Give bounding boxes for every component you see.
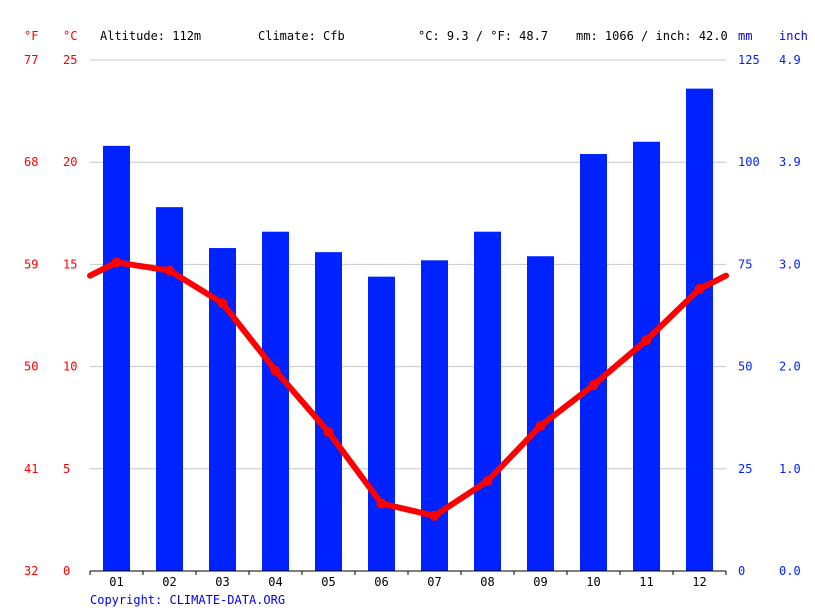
tick-label-inch: 3.9 — [779, 155, 801, 169]
tick-label-c: 5 — [63, 462, 70, 476]
precipitation-bar — [580, 154, 607, 572]
temperature-series-line — [87, 259, 729, 519]
tick-label-f: 77 — [24, 53, 38, 67]
tick-label-mm: 100 — [738, 155, 760, 169]
temperature-point — [535, 420, 546, 431]
tick-label-c: 20 — [63, 155, 77, 169]
tick-label-inch: 3.0 — [779, 257, 801, 271]
tick-label-mm: 0 — [738, 564, 745, 578]
precipitation-bar — [103, 145, 130, 571]
tick-label-mm: 75 — [738, 257, 752, 271]
precipitation-bars — [103, 88, 713, 572]
tick-label-c: 15 — [63, 257, 77, 271]
precipitation-bar — [527, 256, 554, 571]
temperature-point — [217, 298, 228, 309]
month-label: 05 — [321, 575, 335, 589]
avg-temperature-label: °C: 9.3 / °F: 48.7 — [418, 29, 548, 43]
temperature-point — [164, 265, 175, 276]
temperature-point — [429, 510, 440, 521]
tick-label-f: 68 — [24, 155, 38, 169]
inch-unit-label: inch — [779, 29, 808, 43]
climate-label: Climate: Cfb — [258, 29, 345, 43]
precipitation-bar — [633, 141, 660, 571]
tick-label-c: 10 — [63, 360, 77, 374]
precipitation-bar — [315, 252, 342, 572]
tick-label-c: 25 — [63, 53, 77, 67]
mm-unit-label: mm — [738, 29, 752, 43]
tick-label-mm: 50 — [738, 360, 752, 374]
tick-label-mm: 125 — [738, 53, 760, 67]
precipitation-bar — [262, 231, 289, 572]
tick-label-f: 41 — [24, 462, 38, 476]
temperature-point — [323, 427, 334, 438]
temperature-line — [87, 257, 729, 521]
copyright-label: Copyright: CLIMATE-DATA.ORG — [90, 593, 285, 607]
temperature-point — [376, 498, 387, 509]
annual-precipitation-label: mm: 1066 / inch: 42.0 — [576, 29, 728, 43]
month-label: 04 — [268, 575, 282, 589]
grid-lines — [90, 59, 726, 470]
temperature-point — [588, 379, 599, 390]
fahrenheit-unit-label: °F — [24, 29, 38, 43]
tick-label-inch: 2.0 — [779, 360, 801, 374]
tick-label-mm: 25 — [738, 462, 752, 476]
altitude-label: Altitude: 112m — [100, 29, 201, 43]
temperature-point — [694, 283, 705, 294]
tick-label-inch: 0.0 — [779, 564, 801, 578]
month-label: 07 — [427, 575, 441, 589]
tick-label-inch: 1.0 — [779, 462, 801, 476]
precipitation-bar — [368, 276, 395, 571]
month-label: 11 — [639, 575, 653, 589]
month-label: 01 — [109, 575, 123, 589]
axes: 32 0 0 0.041 5 25 1.050 10 50 2.059 15 75 3.068 20 100… — [24, 53, 801, 589]
tick-label-c: 0 — [63, 564, 70, 578]
tick-label-f: 32 — [24, 564, 38, 578]
precipitation-bar — [474, 231, 501, 572]
temperature-point — [641, 335, 652, 346]
tick-label-inch: 4.9 — [779, 53, 801, 67]
month-label: 02 — [162, 575, 176, 589]
celsius-unit-label: °C — [63, 29, 77, 43]
month-label: 06 — [374, 575, 388, 589]
temperature-point — [482, 476, 493, 487]
precipitation-bar — [421, 260, 448, 571]
tick-label-f: 50 — [24, 360, 38, 374]
precipitation-bar — [156, 207, 183, 571]
month-label: 09 — [533, 575, 547, 589]
temperature-point — [111, 257, 122, 268]
month-label: 03 — [215, 575, 229, 589]
month-label: 08 — [480, 575, 494, 589]
month-label: 10 — [586, 575, 600, 589]
temperature-point — [270, 365, 281, 376]
month-label: 12 — [692, 575, 706, 589]
tick-label-f: 59 — [24, 257, 38, 271]
precipitation-bar — [686, 88, 713, 571]
